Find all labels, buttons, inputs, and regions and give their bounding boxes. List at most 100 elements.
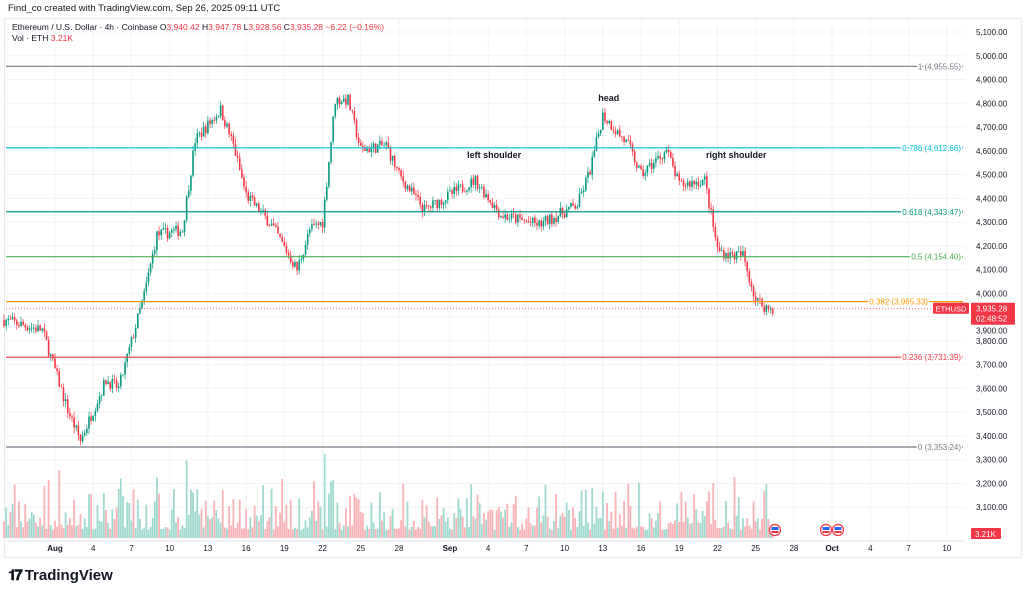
time-axis-label: 4 <box>868 544 873 553</box>
candle <box>124 362 126 375</box>
volume-bar <box>665 529 668 538</box>
candle <box>381 140 383 146</box>
volume-bar <box>209 519 211 538</box>
volume-bar <box>45 528 48 538</box>
candle <box>606 121 608 124</box>
volume-bar <box>644 529 647 538</box>
volume-bar <box>264 529 267 538</box>
volume-bar <box>680 491 683 538</box>
candle <box>436 200 438 209</box>
volume-bar <box>234 528 237 538</box>
volume-bar <box>100 521 103 538</box>
volume-bar <box>238 499 241 538</box>
volume-bar <box>629 506 632 538</box>
candle <box>60 386 63 388</box>
price-axis-label: 4,300.00 <box>976 218 1008 227</box>
volume-bar <box>228 506 231 538</box>
volume-bar <box>66 524 69 538</box>
volume-bar <box>514 495 517 538</box>
candle <box>404 181 407 190</box>
candle <box>22 321 24 325</box>
low-value: 3,928.56 <box>248 22 282 32</box>
candle <box>345 98 347 105</box>
candle <box>455 187 458 191</box>
candle <box>317 223 320 225</box>
candle <box>701 179 704 185</box>
volume-bar <box>260 515 262 538</box>
candle <box>262 210 264 212</box>
time-axis-label: 10 <box>560 544 569 553</box>
volume-tag-text: 3.21K <box>975 530 997 539</box>
candle <box>661 158 664 160</box>
volume-bar <box>686 517 689 538</box>
candle <box>330 141 332 163</box>
candle <box>504 214 506 219</box>
candle <box>292 262 294 267</box>
candle <box>525 220 528 222</box>
candle <box>353 111 356 121</box>
volume-bar <box>357 499 360 538</box>
candle <box>737 251 740 253</box>
candle <box>512 213 515 215</box>
candle <box>438 199 441 209</box>
volume-bar <box>398 528 400 538</box>
volume-bar <box>304 520 307 538</box>
high-value: 3,947.78 <box>208 22 242 32</box>
volume-bar <box>79 513 82 538</box>
volume-bar <box>567 509 570 538</box>
volume-bar <box>453 513 456 538</box>
candle <box>9 318 12 320</box>
candle <box>472 178 475 185</box>
candle <box>96 403 99 412</box>
volume-bar <box>729 528 732 538</box>
volume-bar <box>638 482 640 538</box>
symbol-title[interactable]: Ethereum / U.S. Dollar · 4h · Coinbase <box>12 22 158 32</box>
volume-bar <box>491 509 494 538</box>
volume-bar <box>77 525 80 538</box>
candle <box>561 207 564 215</box>
volume-bar <box>674 520 676 538</box>
candle <box>170 230 173 233</box>
time-axis-label: 7 <box>524 544 529 553</box>
candle <box>608 121 610 124</box>
candle <box>686 181 689 186</box>
volume-bar <box>128 502 131 538</box>
candle <box>761 298 763 307</box>
candle <box>765 305 768 312</box>
volume-bar <box>262 485 264 538</box>
candle <box>540 220 543 227</box>
candle <box>621 136 623 138</box>
price-axis-label: 3,900.00 <box>976 327 1008 336</box>
candle <box>752 287 755 297</box>
candle <box>633 151 636 163</box>
candle <box>434 200 436 201</box>
candle <box>349 94 351 111</box>
candle <box>232 135 235 144</box>
volume-bar <box>748 525 751 538</box>
candle <box>332 116 334 142</box>
candle <box>676 173 678 177</box>
tradingview-logo[interactable]: 𝟏𝟕 TradingView <box>8 567 113 584</box>
volume-bar <box>296 528 298 538</box>
volume-bar <box>555 493 558 538</box>
volume-bar <box>158 493 160 538</box>
volume-bar <box>58 470 61 538</box>
candle <box>659 156 661 159</box>
candle <box>194 143 196 151</box>
volume-bar <box>162 528 165 538</box>
volume-bar <box>355 497 358 538</box>
candle <box>313 224 315 225</box>
candle <box>5 320 7 326</box>
volume-label[interactable]: Vol · ETH <box>12 33 49 43</box>
volume-bar <box>126 502 129 538</box>
candle <box>77 425 80 435</box>
volume-bar <box>682 522 685 538</box>
candle <box>534 217 536 223</box>
candle <box>126 353 128 363</box>
candle <box>215 117 218 121</box>
candle <box>238 157 241 170</box>
volume-bar <box>538 496 541 538</box>
volume-bar <box>746 518 749 538</box>
volume-bar <box>291 529 294 538</box>
